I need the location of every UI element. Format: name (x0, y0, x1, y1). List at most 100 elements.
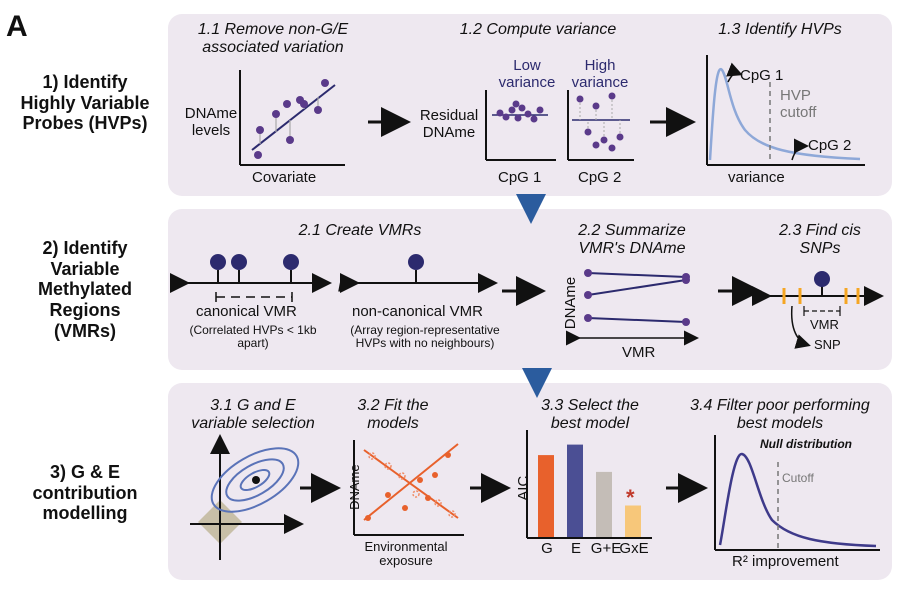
step-3-3-title-line: 3.3 Select the (541, 397, 639, 414)
s11-ylabel-line: DNAme (184, 105, 238, 122)
s22-plot (566, 269, 699, 346)
aic-bar-ge (596, 471, 612, 537)
s12-ylabel: Residual DNAme (414, 107, 484, 141)
step-2-3-title-line: 2.3 Find cis (779, 222, 861, 239)
s32-xlabel-line: Environmental (364, 539, 448, 554)
row2-title-line: Methylated (37, 279, 133, 300)
step-3-4-title-line: 3.4 Filter poor performing (690, 397, 870, 414)
s13-plot (706, 55, 865, 166)
step-3-2-title-line: 3.2 Fit the (357, 397, 429, 414)
step-3-2-title-line: models (367, 414, 419, 432)
s13-cutoff-line: HVP (780, 87, 811, 104)
s12-x1-label: CpG 1 (498, 169, 542, 186)
noncanonical-note-line: HVPs with no neighbours) (355, 336, 495, 351)
s12-x2-label: CpG 2 (578, 169, 622, 186)
best-model-star: * (626, 485, 635, 510)
step-3-4-title-line: best models (736, 414, 824, 432)
me-marker (210, 254, 226, 270)
step-3-1-title: 3.1 G and E variable selection (178, 397, 328, 432)
s12-high-line: variance (571, 73, 629, 91)
s34-cutoff-label: Cutoff (782, 471, 814, 485)
panel-letter: A (6, 10, 28, 43)
row3-title-line: 3) G & E (49, 462, 120, 482)
canonical-vmr-note: (Correlated HVPs < 1kb apart) (178, 323, 328, 351)
s12-plots (485, 90, 634, 161)
s11-ylabel-line: levels (191, 121, 231, 139)
s11-ylabel: DNAme levels (183, 105, 239, 139)
noncanonical-vmr-note: (Array region-representative HVPs with n… (340, 323, 510, 351)
canonical-vmr-label: canonical VMR (196, 303, 297, 320)
s11-point (314, 106, 322, 114)
step-3-1-title-line: variable selection (191, 414, 315, 432)
s13-cutoff-label: HVP cutoff (780, 87, 817, 121)
aic-bar-g (538, 455, 554, 537)
step-1-1-title-line: 1.1 Remove non-G/E (197, 21, 349, 38)
step-3-4-title: 3.4 Filter poor performing best models (670, 397, 890, 432)
s12-low-line: variance (498, 73, 556, 91)
aic-bar-chart (526, 430, 652, 539)
s13-xlabel: variance (728, 169, 785, 186)
s32-plot (353, 440, 464, 536)
me-marker (814, 271, 830, 287)
s13-cpg1-label: CpG 1 (740, 67, 784, 84)
s13-cutoff-line: cutoff (780, 103, 817, 121)
s13-cpg2-label: CpG 2 (808, 137, 852, 154)
row1-title-line: 1) Identify (42, 72, 128, 92)
me-marker (231, 254, 247, 270)
s34-null-label: Null distribution (760, 437, 852, 451)
s12-ylabel-line: DNAme (422, 123, 476, 141)
s21-canonical (170, 254, 332, 302)
aic-bar-e (567, 444, 583, 537)
step-1-2-title: 1.2 Compute variance (459, 21, 617, 38)
aic-tick-label: G+E (590, 540, 622, 557)
row3-title-line: modelling (42, 503, 128, 524)
row3-title-line: contribution (32, 482, 138, 503)
s11-point (254, 151, 262, 159)
s11-point (283, 100, 291, 108)
s12-high-line: High (584, 57, 616, 74)
step-2-3-title: 2.3 Find cis SNPs (760, 222, 880, 257)
s12-high-label: High variance (569, 57, 631, 91)
s21-noncanonical (340, 254, 498, 293)
step-3-2-title: 3.2 Fit the models (338, 397, 448, 432)
step-1-3-title: 1.3 Identify HVPs (718, 21, 842, 38)
s23-vmr-label: VMR (810, 317, 839, 332)
s11-points (254, 79, 329, 159)
me-marker (283, 254, 299, 270)
step-2-2-title-line: VMR's DNAme (578, 239, 686, 257)
s34-xlabel: R² improvement (732, 553, 839, 570)
s12-low-label: Low variance (496, 57, 558, 91)
row3-title: 3) G & E contribution modelling (10, 462, 160, 524)
s22-xlabel: VMR (622, 344, 656, 361)
row2-title-line: 2) Identify (42, 238, 128, 258)
s23-snp-label: SNP (814, 337, 841, 352)
noncanonical-vmr-label: non-canonical VMR (352, 303, 483, 320)
aic-tick-label: GxE (619, 540, 649, 557)
step3-panel (168, 383, 892, 580)
s31-plot (190, 434, 304, 560)
step-1-1-title: 1.1 Remove non-G/E associated variation (178, 21, 368, 56)
row1-title-line: Highly Variable (20, 92, 150, 113)
s34-plot (714, 435, 880, 551)
s12-low-line: Low (513, 57, 541, 74)
row2-title-line: Regions (49, 300, 121, 321)
step-3-1-title-line: 3.1 G and E (210, 397, 296, 414)
s23-plot (752, 271, 884, 349)
s11-point (272, 110, 280, 118)
step-3-3-title: 3.3 Select the best model (520, 397, 660, 432)
optimum-point (252, 476, 260, 484)
me-marker (408, 254, 424, 270)
step-3-3-title-line: best model (550, 414, 630, 432)
s12-ylabel-line: Residual (419, 107, 479, 124)
noncanonical-note-line: (Array region-representative (350, 323, 500, 337)
step-2-1-title: 2.1 Create VMRs (298, 222, 422, 239)
canonical-note-line: (Correlated HVPs < 1kb (189, 323, 317, 337)
s32-xlabel: Environmental exposure (356, 539, 456, 569)
aic-bar-gxe (625, 505, 641, 537)
canonical-note-line: apart) (237, 336, 269, 351)
s11-point (256, 126, 264, 134)
s32-xlabel-line: exposure (379, 553, 433, 569)
s11-xlabel: Covariate (252, 169, 317, 186)
aic-tick-label: G (541, 540, 553, 557)
